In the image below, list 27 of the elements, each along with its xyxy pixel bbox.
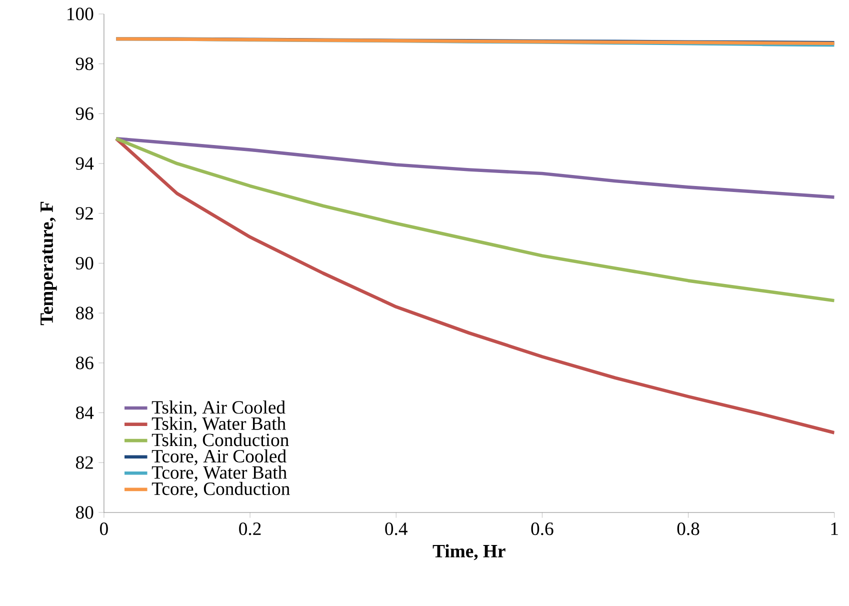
y-tick-label: 84: [76, 406, 94, 420]
y-tick-label: 100: [68, 8, 94, 20]
legend-label: Tcore, Air Cooled: [152, 449, 286, 466]
x-tick-label: 0.6: [531, 522, 554, 536]
y-tick-label: 88: [76, 306, 94, 320]
x-tick-label: 0.2: [239, 522, 261, 536]
x-tick-label: 0.4: [385, 522, 408, 536]
x-tick-label: 1: [831, 522, 838, 535]
x-tick-label: 0: [100, 522, 108, 536]
line-series: [114, 137, 834, 199]
legend-label: Tskin, Air Cooled: [152, 400, 286, 416]
y-tick-label: 92: [76, 207, 93, 220]
legend-label: Tcore, Water Bath: [152, 466, 287, 482]
x-axis-title: Time, Hr: [432, 544, 506, 560]
y-tick-label: 82: [76, 456, 93, 470]
y-axis-title: Temperature, F: [40, 202, 57, 326]
y-tick-label: 86: [76, 356, 94, 370]
x-tick-label: 0.8: [677, 522, 700, 536]
legend-label: Tcore, Conduction: [152, 482, 290, 498]
y-tick-label: 94: [76, 157, 94, 170]
y-tick-label: 80: [76, 506, 94, 519]
y-tick-label: 96: [76, 108, 94, 120]
line-series: [114, 137, 834, 434]
y-tick-label: 98: [76, 58, 94, 70]
legend-label: Tskin, Conduction: [152, 433, 289, 450]
y-tick-label: 90: [76, 257, 94, 270]
legend-label: Tskin, Water Bath: [152, 416, 286, 433]
